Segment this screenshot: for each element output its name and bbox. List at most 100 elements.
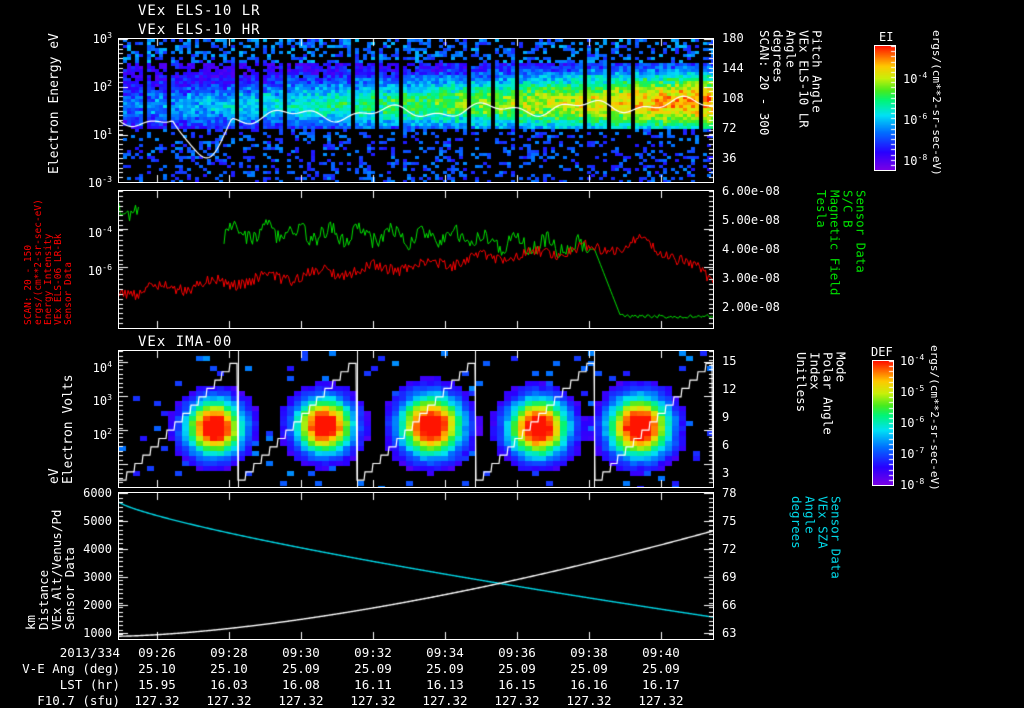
- panel1-y2-label-1: VEx ELS-10 LR: [796, 30, 812, 128]
- footer-cell-ve_ang-6: 25.09: [570, 661, 608, 676]
- panel3-y2-label-1: Polar Angle: [820, 352, 836, 435]
- panel4-y2tick-0: 78: [722, 486, 737, 500]
- panel4-ytick-5: 1000: [83, 626, 112, 640]
- panel3-ytick-1: 103: [92, 392, 112, 408]
- footer-cell-time-7: 09:40: [642, 645, 680, 660]
- colorbar2-title: DEF: [871, 345, 893, 359]
- panel4-plot-area: [118, 492, 714, 640]
- panel3-y2-label-3: Unitless: [794, 352, 810, 413]
- panel4-y-label-2: Distance: [36, 569, 52, 630]
- panel2-line-plot: [119, 191, 713, 328]
- colorbar1-gradient: [874, 45, 896, 171]
- panel4-y2tick-2: 72: [722, 542, 737, 556]
- panel3-y2tick-3: 6: [722, 438, 730, 452]
- panel4-ytick-2: 4000: [83, 542, 112, 556]
- panel1-y2-label-0: Pitch Angle: [809, 30, 825, 113]
- footer-cell-ve_ang-7: 25.09: [642, 661, 680, 676]
- colorbar2-tick-2: 10-6: [900, 414, 925, 430]
- colorbar1-unit: ergs/(cm**2-sr-sec-eV): [930, 30, 943, 176]
- colorbar2-unit: ergs/(cm**2-sr-sec-eV): [928, 345, 941, 491]
- footer-cell-f107-2: 127.32: [278, 693, 324, 708]
- colorbar1-title: EI: [879, 30, 894, 44]
- panel3-y-axis-label: Electron Volts eV: [47, 364, 76, 484]
- panel1-ytick-2: 101: [92, 126, 112, 142]
- footer-cell-f107-3: 127.32: [350, 693, 396, 708]
- footer-row-label-2: LST (hr): [59, 677, 120, 692]
- panel2-y-label-3: ergs/(cm**2-sr-sec-eV): [32, 199, 44, 325]
- footer-row-label-3: F10.7 (sfu): [37, 693, 120, 708]
- panel3-y2tick-0: 15: [722, 354, 737, 368]
- panel2-ytick-0: 10-4: [87, 224, 112, 240]
- panel3-y2tick-2: 9: [722, 410, 730, 424]
- colorbar2-gradient: [872, 360, 894, 486]
- panel2-y2tick-0: 6.00e-08: [722, 184, 780, 198]
- panel4-y2-label-1: VEx SZA: [815, 496, 831, 549]
- footer-cell-time-1: 09:28: [210, 645, 248, 660]
- footer-cell-lst-7: 16.17: [642, 677, 680, 692]
- panel2-y2tick-2: 4.00e-08: [722, 242, 780, 256]
- footer-cell-f107-5: 127.32: [494, 693, 540, 708]
- panel3-title: VEx IMA-00: [138, 334, 233, 350]
- panel2-y2tick-3: 3.00e-08: [722, 271, 780, 285]
- panel1-plot-area: [118, 38, 714, 183]
- footer-cell-lst-3: 16.11: [354, 677, 392, 692]
- panel2-y2tick-4: 2.00e-08: [722, 300, 780, 314]
- panel1-y2-label-2: Angle: [783, 30, 799, 68]
- colorbar1-tick-2: 10-8: [903, 152, 928, 168]
- panel1-spectrogram: [119, 39, 713, 182]
- panel4-y2-axis-label: Sensor Data VEx SZA Angle degrees: [789, 496, 844, 636]
- panel3-ytick-0: 104: [92, 359, 112, 375]
- footer-cell-lst-2: 16.08: [282, 677, 320, 692]
- panel1-y2-axis-label: Pitch Angle VEx ELS-10 LR Angle degrees …: [757, 30, 825, 180]
- panel2-y-label-0: Sensor Data: [62, 262, 74, 325]
- footer-cell-time-4: 09:34: [426, 645, 464, 660]
- colorbar1-tick-0: 10-4: [903, 70, 928, 86]
- panel1-y2tick-2: 108: [722, 91, 744, 105]
- panel4-y2tick-3: 69: [722, 570, 737, 584]
- colorbar2-tick-0: 10-4: [900, 352, 925, 368]
- panel4-y2-label-2: Angle: [802, 496, 818, 534]
- panel1-y2tick-0: 180: [722, 31, 744, 45]
- panel3-y2tick-4: 3: [722, 466, 730, 480]
- colorbar2-tick-4: 10-8: [900, 476, 925, 492]
- footer-cell-lst-4: 16.13: [426, 677, 464, 692]
- panel4-y2tick-1: 75: [722, 514, 737, 528]
- panel4-y2tick-5: 63: [722, 626, 737, 640]
- panel1-y2tick-3: 72: [722, 121, 737, 135]
- panel1-y-axis-label: Electron Energy eV: [47, 33, 62, 174]
- panel2-y-label-1: VEx ELS-06 LR-Bk: [52, 233, 64, 325]
- footer-cell-f107-7: 127.32: [638, 693, 684, 708]
- panel1-title-line1: VEx ELS-10 LR: [138, 3, 261, 19]
- footer-cell-f107-0: 127.32: [134, 693, 180, 708]
- panel1-title-line2: VEx ELS-10 HR: [138, 22, 261, 38]
- panel4-y2-label-3: degrees: [789, 496, 805, 549]
- colorbar2-tick-1: 10-5: [900, 383, 925, 399]
- footer-cell-ve_ang-5: 25.09: [498, 661, 536, 676]
- panel2-y2-label-3: Tesla: [814, 190, 830, 228]
- panel2-y2-label-0: Sensor Data: [853, 190, 869, 273]
- footer-cell-lst-5: 16.15: [498, 677, 536, 692]
- panel3-y2-axis-label: Mode Polar Angle Index Unitless: [794, 352, 849, 484]
- footer-cell-lst-1: 16.03: [210, 677, 248, 692]
- panel3-y2-label-0: Mode: [833, 352, 849, 383]
- panel1-y2tick-4: 36: [722, 151, 737, 165]
- panel4-ytick-4: 2000: [83, 598, 112, 612]
- footer-cell-f107-4: 127.32: [422, 693, 468, 708]
- panel1-ytick-1: 102: [92, 78, 112, 94]
- panel1-y2-label-3: degrees: [770, 30, 786, 83]
- panel2-y-label-2: Energy Intensity: [42, 233, 54, 325]
- panel1-y2-label-4: SCAN: 20 - 300: [757, 30, 773, 136]
- footer-row-label-1: V-E Ang (deg): [22, 661, 120, 676]
- panel2-y-label-4: SCAN: 20 - 150: [23, 244, 34, 325]
- footer-cell-lst-0: 15.95: [138, 677, 176, 692]
- panel3-y-label-1: eV: [47, 468, 62, 484]
- footer-cell-f107-6: 127.32: [566, 693, 612, 708]
- panel4-y2-label-0: Sensor Data: [828, 496, 844, 579]
- panel1-y2tick-1: 144: [722, 61, 744, 75]
- footer-cell-time-2: 09:30: [282, 645, 320, 660]
- footer-cell-ve_ang-2: 25.09: [282, 661, 320, 676]
- panel3-plot-area: [118, 350, 714, 488]
- panel3-y2-label-2: Index: [807, 352, 823, 390]
- colorbar1-tick-1: 10-6: [903, 111, 928, 127]
